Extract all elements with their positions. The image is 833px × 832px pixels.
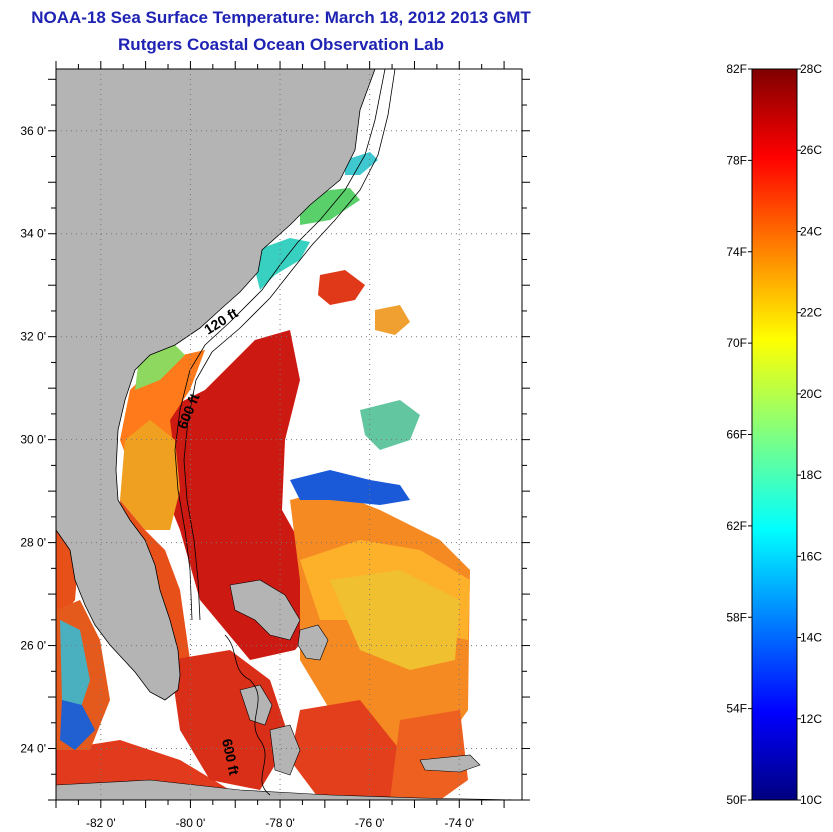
- x-tick-label: -78 0': [265, 816, 295, 830]
- contour-600ft-south: [224, 634, 271, 796]
- contour-120ft: [174, 69, 386, 621]
- island-outline: [297, 624, 329, 661]
- x-tick-label: -82 0': [86, 816, 116, 830]
- fahrenheit-label: 82F: [726, 62, 747, 76]
- island-outline: [56, 779, 522, 800]
- map-subtitle: Rutgers Coastal Ocean Observation Lab: [118, 35, 444, 54]
- land-mass: [56, 69, 376, 701]
- fahrenheit-label: 58F: [726, 610, 747, 624]
- x-tick-label: -80 0': [176, 816, 206, 830]
- graticule: [56, 69, 522, 800]
- map-frame: [55, 68, 523, 801]
- fahrenheit-label: 74F: [726, 245, 747, 259]
- fahrenheit-label: 66F: [726, 428, 747, 442]
- celsius-label: 20C: [800, 387, 822, 401]
- celsius-label: 12C: [800, 712, 822, 726]
- celsius-label: 14C: [800, 631, 822, 645]
- celsius-scale: 28C 26C 24C 22C 20C 18C 16C 14C 12C 10C: [797, 62, 822, 807]
- celsius-label: 18C: [800, 468, 822, 482]
- island-outline: [229, 579, 301, 641]
- y-tick-label: 26 0': [20, 639, 46, 653]
- contour-600ft: [183, 69, 396, 621]
- fahrenheit-label: 54F: [726, 702, 747, 716]
- fahrenheit-scale: 82F 78F 74F 70F 66F 62F 58F 54F 50F: [726, 62, 752, 807]
- y-tick-label: 28 0': [20, 536, 46, 550]
- map-title: NOAA-18 Sea Surface Temperature: March 1…: [31, 8, 531, 27]
- y-tick-label: 24 0': [20, 742, 46, 756]
- axis-ticks: [48, 61, 530, 808]
- fahrenheit-label: 50F: [726, 793, 747, 807]
- fahrenheit-label: 62F: [726, 519, 747, 533]
- island-outline: [419, 754, 481, 773]
- island-outline: [239, 684, 273, 726]
- celsius-label: 22C: [800, 306, 822, 320]
- sst-data-layer: [56, 152, 470, 800]
- y-tick-label: 36 0': [20, 124, 46, 138]
- x-tick-label: -76 0': [355, 816, 385, 830]
- y-tick-label: 32 0': [20, 330, 46, 344]
- sst-map: 120 ft 600 ft 600 ft -82 0' -80 0' -78 0' -…: [20, 61, 530, 830]
- contour-label: 600 ft: [219, 737, 242, 776]
- celsius-label: 24C: [800, 224, 822, 238]
- fahrenheit-label: 70F: [726, 336, 747, 350]
- celsius-label: 26C: [800, 143, 822, 157]
- axis-labels: -82 0' -80 0' -78 0' -76 0' -74 0' 36 0' 34 0'…: [20, 124, 474, 830]
- celsius-label: 16C: [800, 549, 822, 563]
- y-tick-label: 30 0': [20, 433, 46, 447]
- x-tick-label: -74 0': [444, 816, 474, 830]
- fahrenheit-label: 78F: [726, 153, 747, 167]
- island-outline: [269, 724, 301, 776]
- celsius-label: 10C: [800, 793, 822, 807]
- celsius-label: 28C: [800, 62, 822, 76]
- temperature-colorbar: 28C 26C 24C 22C 20C 18C 16C 14C 12C 10C 82F 78F 74F…: [726, 62, 822, 807]
- colorbar-gradient: [751, 68, 798, 801]
- y-tick-label: 34 0': [20, 227, 46, 241]
